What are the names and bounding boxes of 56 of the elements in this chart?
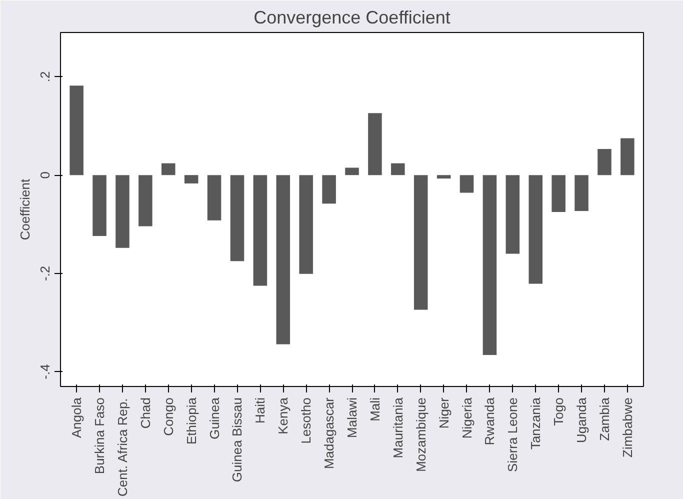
- x-tick-label: Sierra Leone: [505, 397, 520, 472]
- bar: [70, 86, 84, 176]
- bar: [253, 175, 268, 286]
- bar: [184, 175, 198, 184]
- x-tick-label: Togo: [551, 397, 566, 426]
- x-tick-label: Uganda: [574, 396, 590, 444]
- bar: [574, 175, 588, 211]
- x-tick-label: Tanzania: [528, 396, 544, 450]
- bar: [276, 175, 290, 344]
- chart-title: Convergence Coefficient: [254, 8, 450, 28]
- bar: [138, 175, 152, 226]
- bar: [207, 175, 222, 220]
- x-tick-label: Lesotho: [298, 397, 314, 444]
- bar: [482, 175, 497, 356]
- bar: [345, 168, 359, 176]
- y-tick-label: 0: [38, 171, 52, 179]
- x-tick-label: Guinea: [206, 396, 222, 440]
- bar: [391, 163, 405, 176]
- x-tick-label: Chad: [138, 398, 153, 429]
- x-tick-label: Niger: [436, 396, 452, 429]
- x-tick-label: Angola: [69, 396, 84, 438]
- y-axis-title: Coefficient: [18, 178, 32, 240]
- bar: [552, 175, 566, 212]
- bar: [116, 175, 130, 248]
- x-tick-label: Nigeria: [459, 396, 474, 439]
- x-tick-label: Zambia: [596, 396, 612, 441]
- bar: [620, 138, 634, 176]
- x-tick-label: Mali: [367, 397, 382, 422]
- x-tick-label: Kenya: [276, 396, 291, 434]
- x-tick-label: Mauritania: [390, 396, 406, 458]
- y-tick-label: -.4: [38, 364, 52, 380]
- x-tick-label: Ethiopia: [184, 396, 199, 444]
- bar: [299, 175, 313, 274]
- y-tick-label: -.2: [38, 266, 52, 281]
- x-tick-label: Madagascar: [322, 396, 337, 470]
- bar: [436, 175, 451, 179]
- x-tick-label: Guinea Bissau: [230, 397, 245, 482]
- x-tick-label: Haiti: [252, 397, 268, 424]
- x-tick-label: Zimbabwe: [620, 397, 635, 458]
- bar: [528, 175, 543, 284]
- x-tick-label: Congo: [160, 397, 176, 436]
- bar: [368, 113, 382, 176]
- bar: [230, 175, 244, 262]
- bar: [598, 149, 612, 176]
- y-tick-label: .2: [38, 71, 52, 82]
- x-tick-label: Burkina Faso: [92, 397, 108, 474]
- bar: [161, 163, 176, 176]
- bar: [322, 175, 336, 204]
- x-tick-label: Mozambique: [413, 397, 428, 472]
- x-tick-label: Rwanda: [482, 396, 498, 446]
- x-tick-label: Cent. Africa Rep.: [114, 398, 130, 496]
- bar: [414, 175, 428, 310]
- bar: [92, 175, 106, 236]
- bar: [460, 175, 474, 193]
- x-tick-label: Malawi: [344, 397, 360, 438]
- bar: [506, 175, 520, 254]
